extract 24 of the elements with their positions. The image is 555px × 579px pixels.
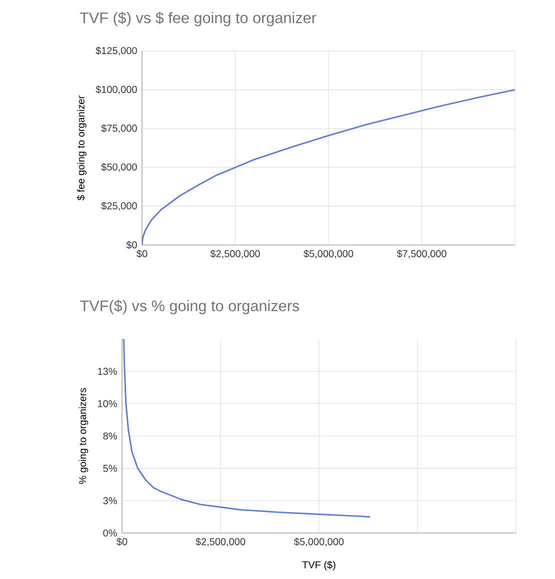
y-axis-title: $ fee going to organizer [76,96,86,200]
y-tick-label: 13% [98,368,117,375]
y-tick-label: 3% [103,497,117,504]
y-tick-label: $125,000 [96,46,137,56]
y-tick-label: $100,000 [96,85,137,94]
y-tick-label: 5% [103,464,117,472]
x-tick-label: $2,500,000 [210,250,260,258]
y-tick-label: $75,000 [101,124,137,133]
y-axis-title: % going to organizers [78,388,88,484]
x-tick-label: $5,000,000 [304,250,354,258]
y-tick-label: 8% [103,432,117,440]
x-tick-label: $2,500,000 [196,538,246,546]
x-tick-label: $0 [136,250,148,258]
y-tick-label: $50,000 [101,163,137,172]
y-tick-label: 0% [103,529,117,537]
chart-title: TVF($) vs % going to organizers [80,300,300,314]
chart-title: TVF ($) vs $ fee going to organizer [80,12,316,26]
y-tick-label: 10% [98,400,117,408]
x-axis-title: TVF ($) [302,560,336,570]
y-tick-label: $25,000 [101,202,137,211]
x-tick-label: $5,000,000 [294,538,344,546]
x-tick-label: $7,500,000 [396,250,446,258]
line-series [123,339,371,518]
y-tick-label: $0 [126,240,137,250]
